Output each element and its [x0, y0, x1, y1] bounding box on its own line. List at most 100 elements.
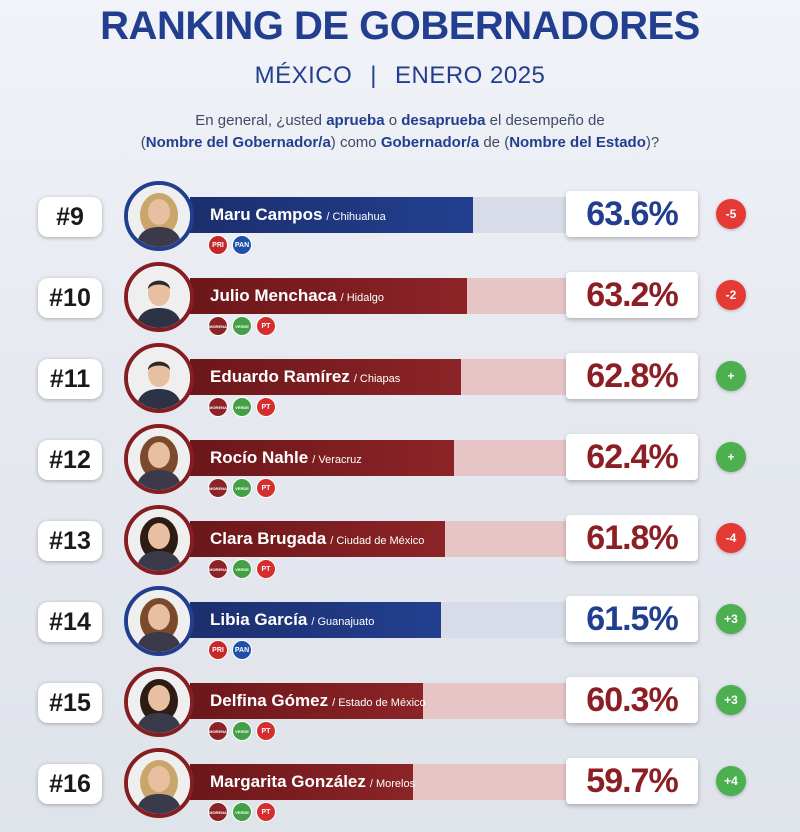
governor-avatar — [124, 505, 194, 575]
page-title: RANKING DE GOBERNADORES — [100, 4, 700, 48]
party-logo-pvem-icon: VERDE — [232, 802, 252, 822]
party-logo-morena-icon: MORENA — [208, 478, 228, 498]
party-logo-pvem-icon: VERDE — [232, 397, 252, 417]
governor-name-label: Maru Campos / Chihuahua — [210, 203, 386, 227]
governor-avatar — [124, 424, 194, 494]
approval-bar-track — [190, 440, 570, 476]
rank-badge: #14 — [38, 602, 102, 642]
governor-state: / Chiapas — [353, 373, 401, 385]
governor-state: / Ciudad de México — [330, 535, 425, 547]
question-text-1: En general, ¿usted — [195, 112, 327, 129]
governor-state: / Estado de México — [332, 697, 426, 709]
governor-name: Eduardo Ramírez — [210, 367, 350, 386]
approval-bar — [190, 197, 473, 233]
approval-value-label: 62.8% — [566, 353, 698, 399]
party-logos: MORENA VERDE PT — [208, 559, 276, 581]
ranking-row: #12 Rocío Nahle / Veracruz MORENA VERDE PT 62.… — [0, 420, 800, 500]
governor-name-label: Clara Brugada / Ciudad de México — [210, 527, 424, 551]
governor-avatar — [124, 181, 194, 251]
party-logo-pvem-icon: VERDE — [232, 478, 252, 498]
party-logo-pt-icon: PT — [256, 559, 276, 579]
question-governor-role: Gobernador/a — [380, 134, 480, 151]
approval-bar — [190, 278, 467, 314]
approval-bar-track — [190, 683, 570, 719]
party-logos: MORENA VERDE PT — [208, 316, 276, 338]
approval-bar-track — [190, 359, 570, 395]
governor-avatar — [124, 586, 194, 656]
approval-value-label: 61.8% — [566, 515, 698, 561]
approval-value-label: 61.5% — [566, 596, 698, 642]
governor-name: Libia García — [210, 610, 308, 629]
subtitle-separator: | — [370, 62, 377, 89]
governor-state: / Morelos — [369, 778, 416, 790]
survey-question: En general, ¿usted aprueba o desaprueba … — [80, 110, 720, 154]
rank-badge: #13 — [38, 521, 102, 561]
question-approve: aprueba — [326, 112, 385, 129]
portrait-icon — [128, 185, 190, 247]
approval-bar-track — [190, 764, 570, 800]
governor-name: Julio Menchaca — [210, 286, 337, 305]
party-logo-pri-icon: PRI — [208, 235, 228, 255]
approval-bar-track — [190, 278, 570, 314]
ranking-change-badge: -2 — [716, 280, 746, 310]
party-logo-pt-icon: PT — [256, 316, 276, 336]
approval-bar-track — [190, 521, 570, 557]
governor-name-label: Rocío Nahle / Veracruz — [210, 446, 362, 470]
approval-bar — [190, 440, 454, 476]
governor-name: Maru Campos — [210, 205, 323, 224]
party-logos: MORENA VERDE PT — [208, 478, 276, 500]
governor-name-label: Libia García / Guanajuato — [210, 608, 374, 632]
party-logo-pan-icon: PAN — [232, 640, 252, 660]
rank-badge: #10 — [38, 278, 102, 318]
portrait-icon — [128, 347, 190, 409]
question-governor-name: Nombre del Gobernador/a — [145, 134, 331, 151]
approval-bar — [190, 359, 461, 395]
ranking-row: #13 Clara Brugada / Ciudad de México MORENA… — [0, 501, 800, 581]
country-label: MÉXICO — [254, 62, 353, 89]
governor-avatar — [124, 667, 194, 737]
governor-state: / Guanajuato — [311, 616, 375, 628]
governor-name: Margarita González — [210, 772, 366, 791]
governor-name: Rocío Nahle — [210, 448, 309, 467]
question-text-4: ( — [140, 134, 146, 151]
portrait-icon — [128, 752, 190, 814]
party-logos: MORENA VERDE PT — [208, 397, 276, 419]
party-logo-pt-icon: PT — [256, 802, 276, 822]
ranking-row: #15 Delfina Gómez / Estado de México MORENA… — [0, 663, 800, 743]
governor-state: / Hidalgo — [340, 292, 385, 304]
rank-badge: #11 — [38, 359, 102, 399]
ranking-change-badge: +3 — [716, 604, 746, 634]
party-logo-pt-icon: PT — [256, 478, 276, 498]
question-disapprove: desaprueba — [401, 112, 486, 129]
governor-state: / Veracruz — [312, 454, 362, 466]
question-text-5: ) como — [330, 134, 381, 151]
governor-name: Delfina Gómez — [210, 691, 329, 710]
party-logo-morena-icon: MORENA — [208, 721, 228, 741]
ranking-change-badge: + — [716, 442, 746, 472]
portrait-icon — [128, 509, 190, 571]
approval-bar — [190, 521, 445, 557]
ranking-change-badge: -5 — [716, 199, 746, 229]
party-logo-morena-icon: MORENA — [208, 316, 228, 336]
governor-name: Clara Brugada — [210, 529, 327, 548]
approval-value-label: 63.6% — [566, 191, 698, 237]
rank-badge: #16 — [38, 764, 102, 804]
question-state-name: Nombre del Estado — [509, 134, 646, 151]
ranking-row: #10 Julio Menchaca / Hidalgo MORENA VERDE PT 6… — [0, 258, 800, 338]
party-logos: PRI PAN — [208, 235, 252, 257]
governor-name-label: Eduardo Ramírez / Chiapas — [210, 365, 400, 389]
party-logo-morena-icon: MORENA — [208, 559, 228, 579]
question-text-6: de ( — [479, 134, 510, 151]
approval-bar-track — [190, 602, 570, 638]
period-label: ENERO 2025 — [395, 62, 546, 89]
rank-badge: #15 — [38, 683, 102, 723]
party-logo-morena-icon: MORENA — [208, 397, 228, 417]
governor-name-label: Margarita González / Morelos — [210, 770, 415, 794]
party-logos: PRI PAN — [208, 640, 252, 662]
ranking-change-badge: +4 — [716, 766, 746, 796]
question-text-7: )? — [645, 134, 660, 151]
portrait-icon — [128, 590, 190, 652]
party-logo-pvem-icon: VERDE — [232, 559, 252, 579]
governor-name-label: Delfina Gómez / Estado de México — [210, 689, 426, 713]
governor-avatar — [124, 262, 194, 332]
